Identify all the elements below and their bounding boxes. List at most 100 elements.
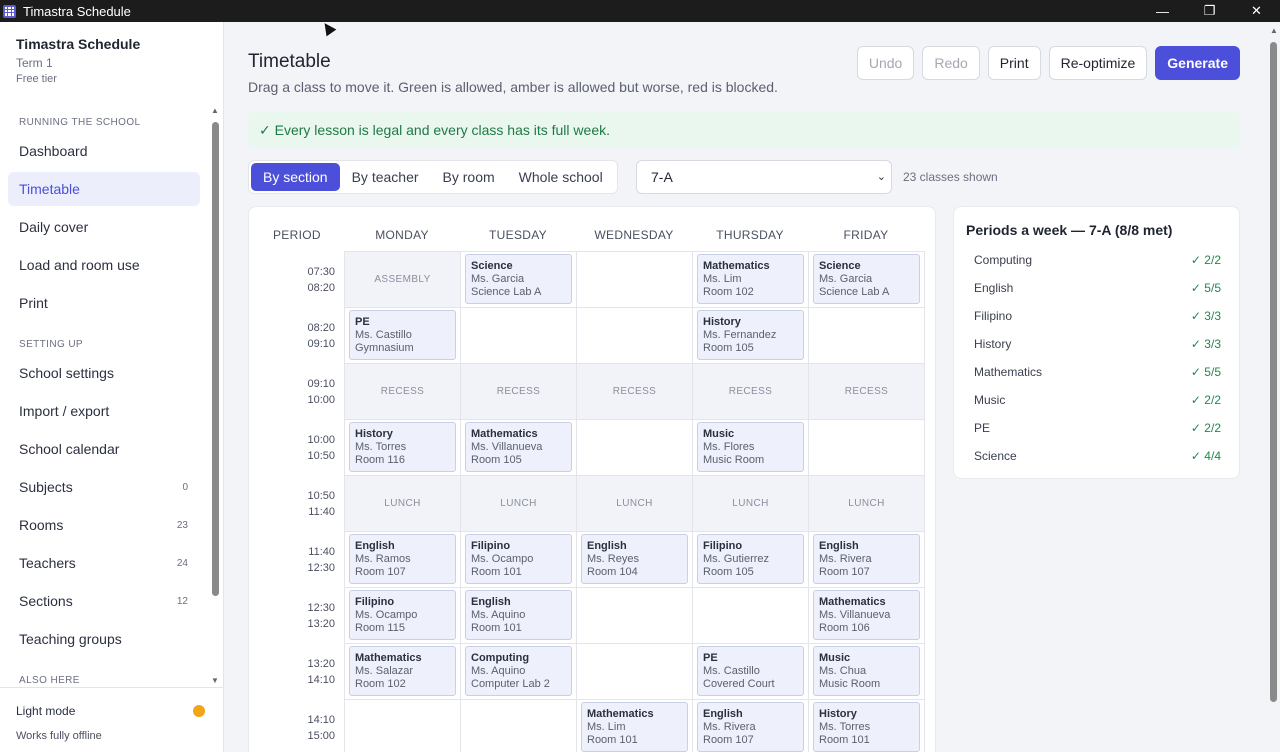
timetable-slot[interactable]: History Ms. Torres Room 116	[344, 419, 461, 476]
lesson-teacher: Ms. Lim	[587, 721, 626, 733]
lesson-card[interactable]: Mathematics Ms. Lim Room 102	[697, 254, 804, 304]
maximize-icon[interactable]: ❐	[1203, 3, 1216, 18]
timetable-slot[interactable]: English Ms. Ramos Room 107	[344, 531, 461, 588]
sidebar-item-school-settings[interactable]: School settings	[8, 356, 200, 390]
sidebar-item-timetable[interactable]: Timetable	[8, 172, 200, 206]
main-scroll-thumb[interactable]	[1270, 42, 1277, 702]
scroll-up-icon[interactable]: ▲	[211, 106, 219, 115]
timetable-slot[interactable]: History Ms. Torres Room 101	[808, 699, 925, 752]
timetable-slot[interactable]: English Ms. Aquino Room 101	[460, 587, 577, 644]
timetable-slot[interactable]: English Ms. Rivera Room 107	[808, 531, 925, 588]
sidebar-item-dashboard[interactable]: Dashboard	[8, 134, 200, 168]
sidebar-item-count: 23	[176, 519, 188, 531]
timetable-slot[interactable]: Filipino Ms. Ocampo Room 115	[344, 587, 461, 644]
timetable-slot[interactable]: Mathematics Ms. Villanueva Room 105	[460, 419, 577, 476]
timetable-slot[interactable]	[808, 419, 925, 476]
section-select[interactable]: 7-A ⌄	[636, 160, 892, 194]
theme-toggle[interactable]: Light mode	[16, 704, 76, 718]
lesson-card[interactable]: Science Ms. Garcia Science Lab A	[465, 254, 572, 304]
sidebar-item-load-and-room-use[interactable]: Load and room use	[8, 248, 200, 282]
sidebar-item-print[interactable]: Print	[8, 286, 200, 320]
lesson-card[interactable]: Mathematics Ms. Lim Room 101	[581, 702, 688, 752]
lesson-subject: History	[703, 316, 741, 328]
sidebar-item-sections[interactable]: Sections 12	[8, 584, 200, 618]
timetable-slot[interactable]: English Ms. Rivera Room 107	[692, 699, 809, 752]
timetable-slot[interactable]: Science Ms. Garcia Science Lab A	[460, 251, 577, 308]
scroll-down-icon[interactable]: ▼	[211, 676, 219, 685]
lesson-card[interactable]: Filipino Ms. Ocampo Room 115	[349, 590, 456, 640]
timetable-slot[interactable]	[576, 419, 693, 476]
sidebar-scrollbar[interactable]: ▲ ▼	[210, 106, 220, 686]
lesson-card[interactable]: Mathematics Ms. Salazar Room 102	[349, 646, 456, 696]
lesson-card[interactable]: PE Ms. Castillo Covered Court	[697, 646, 804, 696]
lesson-card[interactable]: PE Ms. Castillo Gymnasium	[349, 310, 456, 360]
main-scrollbar[interactable]: ▲	[1268, 22, 1280, 752]
timetable-slot[interactable]: Mathematics Ms. Lim Room 102	[692, 251, 809, 308]
lesson-card[interactable]: Computing Ms. Aquino Computer Lab 2	[465, 646, 572, 696]
timetable-slot[interactable]: Computing Ms. Aquino Computer Lab 2	[460, 643, 577, 700]
tab-whole-school[interactable]: Whole school	[518, 169, 603, 185]
lesson-card[interactable]: Mathematics Ms. Villanueva Room 106	[813, 590, 920, 640]
classes-shown-count: 23 classes shown	[903, 170, 998, 184]
lesson-card[interactable]: Music Ms. Flores Music Room	[697, 422, 804, 472]
timetable-slot[interactable]	[576, 587, 693, 644]
lesson-card[interactable]: English Ms. Aquino Room 101	[465, 590, 572, 640]
lesson-card[interactable]: English Ms. Rivera Room 107	[697, 702, 804, 752]
sidebar-scroll-thumb[interactable]	[212, 122, 219, 596]
redo-button[interactable]: Redo	[922, 46, 980, 80]
reoptimize-button[interactable]: Re-optimize	[1048, 46, 1148, 80]
sidebar-item-teachers[interactable]: Teachers 24	[8, 546, 200, 580]
sidebar-item-school-calendar[interactable]: School calendar	[8, 432, 200, 466]
timetable-slot[interactable]: Music Ms. Flores Music Room	[692, 419, 809, 476]
lesson-card[interactable]: English Ms. Rivera Room 107	[813, 534, 920, 584]
timetable-slot[interactable]	[692, 587, 809, 644]
timetable-slot[interactable]: PE Ms. Castillo Covered Court	[692, 643, 809, 700]
sidebar-item-subjects[interactable]: Subjects 0	[8, 470, 200, 504]
lesson-card[interactable]: Science Ms. Garcia Science Lab A	[813, 254, 920, 304]
lesson-card[interactable]: History Ms. Torres Room 101	[813, 702, 920, 752]
timetable-slot[interactable]: PE Ms. Castillo Gymnasium	[344, 307, 461, 364]
lesson-card[interactable]: History Ms. Fernandez Room 105	[697, 310, 804, 360]
sidebar-item-teaching-groups[interactable]: Teaching groups	[8, 622, 200, 656]
print-button[interactable]: Print	[987, 46, 1041, 80]
sun-icon[interactable]	[193, 705, 205, 717]
timetable-slot[interactable]	[808, 307, 925, 364]
timetable-slot[interactable]: History Ms. Fernandez Room 105	[692, 307, 809, 364]
tab-by-room[interactable]: By room	[442, 169, 495, 185]
tab-by-section[interactable]: By section	[251, 163, 340, 191]
timetable-slot[interactable]: Mathematics Ms. Lim Room 101	[576, 699, 693, 752]
lesson-card[interactable]: Filipino Ms. Ocampo Room 101	[465, 534, 572, 584]
timetable-slot[interactable]: Science Ms. Garcia Science Lab A	[808, 251, 925, 308]
lesson-room: Room 105	[703, 566, 754, 578]
timetable-slot[interactable]	[460, 699, 577, 752]
minimize-icon[interactable]: —	[1156, 3, 1169, 19]
lesson-card[interactable]: History Ms. Torres Room 116	[349, 422, 456, 472]
sidebar-item-label: Print	[19, 295, 48, 311]
sidebar-item-rooms[interactable]: Rooms 23	[8, 508, 200, 542]
timetable-slot[interactable]: Filipino Ms. Ocampo Room 101	[460, 531, 577, 588]
timetable-slot[interactable]	[576, 643, 693, 700]
lesson-card[interactable]: Mathematics Ms. Villanueva Room 105	[465, 422, 572, 472]
timetable-slot[interactable]	[576, 307, 693, 364]
sidebar-item-label: Timetable	[19, 181, 80, 197]
timetable-slot[interactable]: Music Ms. Chua Music Room	[808, 643, 925, 700]
tab-by-teacher[interactable]: By teacher	[351, 169, 419, 185]
lesson-card[interactable]: Music Ms. Chua Music Room	[813, 646, 920, 696]
timetable-slot[interactable]: Mathematics Ms. Salazar Room 102	[344, 643, 461, 700]
timetable-slot[interactable]	[576, 251, 693, 308]
sidebar-item-import-export[interactable]: Import / export	[8, 394, 200, 428]
timetable-slot[interactable]	[344, 699, 461, 752]
main-scroll-up-icon[interactable]: ▲	[1270, 26, 1278, 35]
undo-button[interactable]: Undo	[856, 46, 915, 80]
sidebar-item-count: 12	[176, 595, 188, 607]
generate-button[interactable]: Generate	[1155, 46, 1240, 80]
timetable-slot[interactable]: English Ms. Reyes Room 104	[576, 531, 693, 588]
lesson-card[interactable]: English Ms. Reyes Room 104	[581, 534, 688, 584]
lesson-card[interactable]: English Ms. Ramos Room 107	[349, 534, 456, 584]
lesson-card[interactable]: Filipino Ms. Gutierrez Room 105	[697, 534, 804, 584]
timetable-slot[interactable]: Mathematics Ms. Villanueva Room 106	[808, 587, 925, 644]
sidebar-item-daily-cover[interactable]: Daily cover	[8, 210, 200, 244]
close-icon[interactable]: ✕	[1251, 3, 1262, 18]
timetable-slot[interactable]: Filipino Ms. Gutierrez Room 105	[692, 531, 809, 588]
timetable-slot[interactable]	[460, 307, 577, 364]
